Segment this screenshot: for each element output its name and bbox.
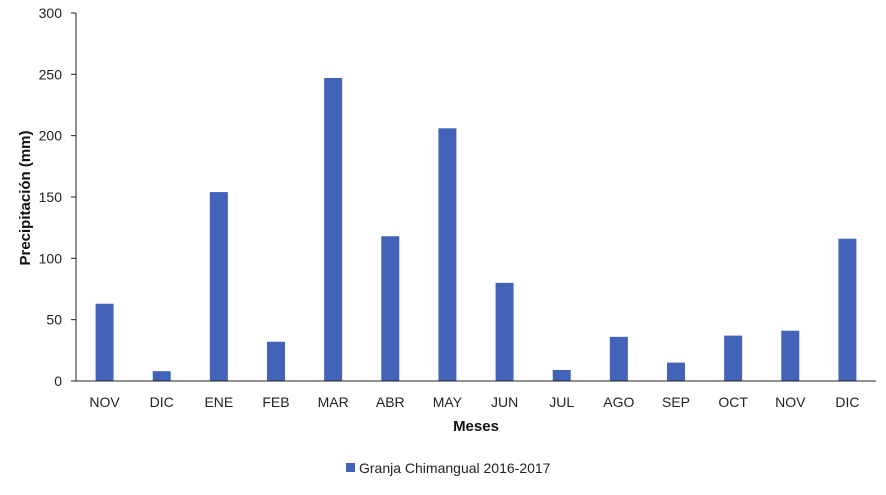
bar-feb-3	[267, 341, 285, 381]
y-tick-label: 200	[39, 128, 63, 144]
legend-label: Granja Chimangual 2016-2017	[359, 460, 551, 476]
bar-ene-2	[209, 192, 228, 381]
bar-jun-7	[495, 282, 514, 381]
bar-sep-10	[667, 362, 685, 381]
bar-abr-5	[381, 236, 400, 381]
bar-may-6	[438, 128, 457, 381]
bars	[95, 78, 857, 381]
bar-nov-0	[95, 303, 114, 381]
x-tick-label: JUL	[549, 394, 574, 410]
legend-swatch	[346, 463, 355, 472]
x-axis-ticks: NOV DIC ENE FEB MAR ABR MAY JUN JUL AGO SEP OCT NOV D…	[89, 394, 859, 410]
x-tick-label: MAR	[318, 394, 349, 410]
bar-jul-8	[552, 369, 571, 381]
y-tick-label: 50	[46, 312, 62, 328]
y-tick-label: 250	[39, 66, 63, 82]
y-axis-title: Precipitación (mm)	[17, 130, 34, 265]
x-axis-title: Meses	[453, 418, 499, 435]
x-tick-label: NOV	[775, 394, 806, 410]
x-tick-label: OCT	[718, 394, 748, 410]
x-tick-label: ENE	[204, 394, 233, 410]
bar-ago-9	[609, 336, 628, 381]
legend: Granja Chimangual 2016-2017	[346, 460, 551, 476]
x-tick-label: JUN	[491, 394, 518, 410]
y-tick-label: 100	[39, 250, 63, 266]
x-tick-label: NOV	[89, 394, 120, 410]
y-tick-label: 150	[39, 189, 63, 205]
bar-dic-1	[152, 371, 171, 381]
x-tick-label: MAY	[433, 394, 463, 410]
x-tick-label: SEP	[662, 394, 690, 410]
x-tick-label: FEB	[262, 394, 289, 410]
bar-nov-12	[781, 330, 800, 381]
x-tick-label: ABR	[376, 394, 405, 410]
x-tick-label: AGO	[603, 394, 634, 410]
bar-mar-4	[324, 78, 343, 381]
y-axis-ticks: 0 50 100 150 200 250 300	[39, 5, 76, 389]
bar-oct-11	[724, 335, 743, 381]
x-tick-label: DIC	[835, 394, 859, 410]
bar-dic-13	[838, 238, 857, 381]
y-tick-label: 300	[39, 5, 63, 21]
x-tick-label: DIC	[150, 394, 174, 410]
y-tick-label: 0	[54, 373, 62, 389]
